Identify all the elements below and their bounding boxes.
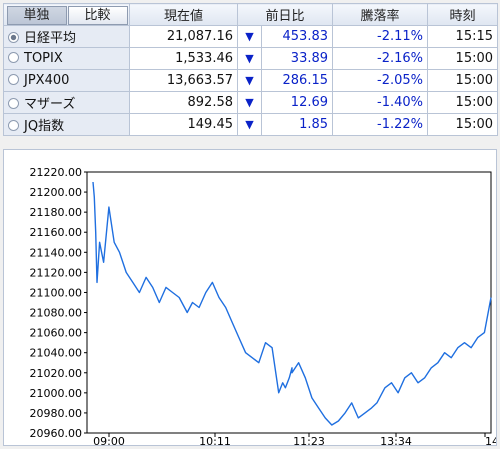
price-line [92,181,492,426]
change-percent: -1.40% [332,91,429,114]
y-tick-label: 21200.00 [30,186,83,199]
column-header-price[interactable]: 現在値 [129,3,238,26]
change-percent: -2.05% [332,69,429,92]
current-price: 1,533.46 [129,47,238,70]
index-name-cell[interactable]: 日経平均 [3,25,130,48]
update-time: 15:00 [427,69,499,92]
change-percent: -2.11% [332,25,429,48]
index-name: JPX400 [24,73,70,88]
down-arrow-icon: ▼ [237,91,262,114]
down-arrow-icon: ▼ [237,47,262,70]
radio-button[interactable] [8,98,19,109]
index-row-topix[interactable]: TOPIX 1,533.46 ▼ 33.89 -2.16% 15:00 [3,47,499,70]
x-tick-label: 09:00 [93,435,125,445]
index-row-mothers[interactable]: マザーズ 892.58 ▼ 12.69 -1.40% 15:00 [3,91,499,114]
column-header-change[interactable]: 前日比 [236,3,334,26]
update-time: 15:00 [427,91,499,114]
change-value: 286.15 [260,69,334,92]
down-arrow-icon: ▼ [237,25,262,48]
change-percent: -1.22% [332,113,429,136]
table-header-row: 単独 比較 現在値 前日比 騰落率 時刻 [3,3,499,26]
x-tick-label: 13:34 [380,435,412,445]
radio-button[interactable] [8,52,19,63]
index-row-jq[interactable]: JQ指数 149.45 ▼ 1.85 -1.22% 15:00 [3,113,499,136]
change-value: 1.85 [260,113,334,136]
column-header-time[interactable]: 時刻 [427,3,499,26]
current-price: 21,087.16 [129,25,238,48]
y-tick-label: 21220.00 [30,166,83,179]
index-panel: 単独 比較 現在値 前日比 騰落率 時刻 日経平均 21,087.16 ▼ 453… [3,3,500,448]
index-name-cell[interactable]: JPX400 [3,69,130,92]
update-time: 15:00 [427,47,499,70]
view-tabs: 単独 比較 [3,3,130,26]
current-price: 149.45 [129,113,238,136]
plot-frame [86,171,492,434]
index-row-nikkei[interactable]: 日経平均 21,087.16 ▼ 453.83 -2.11% 15:15 [3,25,499,48]
index-row-jpx400[interactable]: JPX400 13,663.57 ▼ 286.15 -2.05% 15:00 [3,69,499,92]
index-name: TOPIX [24,51,63,66]
radio-button[interactable] [8,120,19,131]
down-arrow-icon: ▼ [237,69,262,92]
radio-button[interactable] [8,74,19,85]
x-tick-label: 10:11 [199,435,231,445]
update-time: 15:00 [427,113,499,136]
y-tick-label: 21120.00 [30,266,83,279]
change-value: 453.83 [260,25,334,48]
y-tick-label: 21180.00 [30,206,83,219]
y-tick-label: 20980.00 [30,407,83,420]
intraday-chart-svg: 20960.00 20980.00 21000.00 21020.00 21040.00… [30,166,500,448]
change-percent: -2.16% [332,47,429,70]
y-tick-label: 21020.00 [30,367,83,380]
y-tick-label: 20960.00 [30,427,83,440]
x-tick-label: 14: [485,435,496,445]
index-name: マザーズ [24,97,76,112]
change-value: 33.89 [260,47,334,70]
y-tick-label: 21000.00 [30,387,83,400]
y-tick-label: 21140.00 [30,246,83,259]
tab-compare[interactable]: 比較 [67,5,128,25]
intraday-chart: 20960.00 20980.00 21000.00 21020.00 21040.00… [3,149,500,448]
y-axis: 20960.00 20980.00 21000.00 21020.00 21040.00… [30,166,87,440]
tab-single[interactable]: 単独 [6,5,67,25]
y-tick-label: 21160.00 [30,226,83,239]
index-name-cell[interactable]: マザーズ [3,91,130,114]
index-name: JQ指数 [24,119,65,134]
x-tick-label: 11:23 [293,435,325,445]
index-name: 日経平均 [24,31,77,46]
radio-button-selected[interactable] [8,32,19,43]
current-price: 892.58 [129,91,238,114]
y-tick-label: 21080.00 [30,307,83,320]
y-tick-label: 21100.00 [30,286,83,299]
update-time: 15:15 [427,25,499,48]
y-tick-label: 21060.00 [30,327,83,340]
x-axis: 09:00 10:11 11:23 13:34 14: [93,433,500,448]
index-quote-table: 単独 比較 現在値 前日比 騰落率 時刻 日経平均 21,087.16 ▼ 453… [3,3,499,136]
down-arrow-icon: ▼ [237,113,262,136]
column-header-pct[interactable]: 騰落率 [332,3,429,26]
index-name-cell[interactable]: TOPIX [3,47,130,70]
change-value: 12.69 [260,91,334,114]
index-name-cell[interactable]: JQ指数 [3,113,130,136]
current-price: 13,663.57 [129,69,238,92]
y-tick-label: 21040.00 [30,347,83,360]
